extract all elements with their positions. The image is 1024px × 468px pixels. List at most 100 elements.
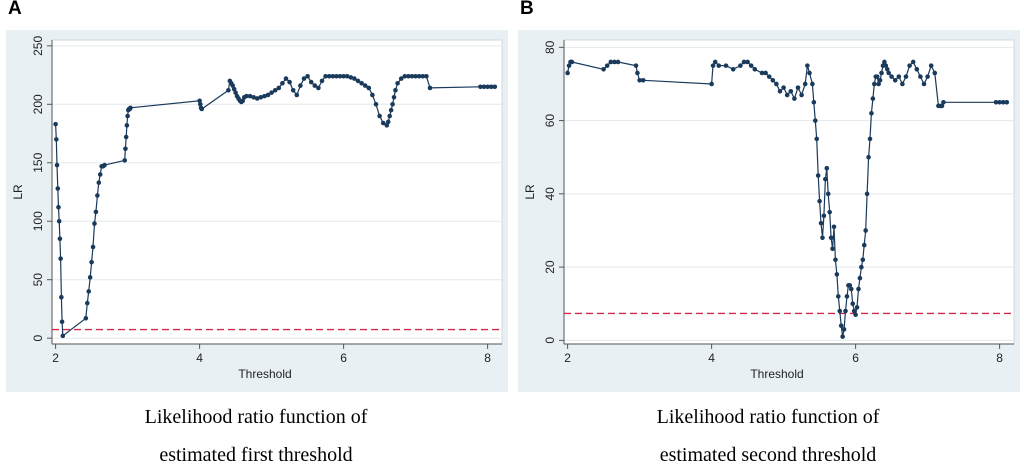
lr-data-point (124, 123, 130, 128)
lr-data-point (907, 63, 912, 68)
lr-data-point (900, 81, 905, 87)
plot-area (51, 39, 503, 345)
lr-data-point (57, 236, 63, 242)
lr-data-point (910, 59, 916, 65)
lr-data-point (604, 63, 610, 68)
lr-data-point (254, 96, 260, 101)
lr-data-point (788, 88, 794, 94)
caption-b-line1: Likelihood ratio function of (656, 406, 880, 428)
lr-data-point (54, 162, 60, 168)
lr-data-point (831, 224, 837, 230)
lr-data-point (864, 191, 870, 197)
lr-data-point (56, 218, 62, 224)
lr-data-point (341, 73, 346, 79)
lr-data-point (851, 308, 857, 314)
lr-data-point (828, 235, 834, 241)
y-tick-label: 250 (31, 36, 45, 56)
lr-data-point (308, 79, 314, 85)
lr-data-point (601, 67, 606, 72)
lr-data-point (380, 120, 386, 126)
lr-data-point (777, 88, 783, 94)
lr-data-point (637, 77, 642, 83)
lr-data-point (866, 154, 871, 160)
lr-data-point (883, 63, 889, 68)
lr-data-point (861, 242, 867, 248)
lr-data-point (712, 59, 718, 65)
lr-data-point (128, 105, 133, 111)
lr-data-point (836, 294, 841, 299)
lr-data-point (633, 63, 639, 68)
lr-data-point (294, 92, 300, 98)
x-tick-label: 2 (52, 351, 59, 365)
lr-data-point (53, 121, 58, 127)
lr-data-point (1000, 99, 1006, 105)
lr-data-point (89, 259, 94, 265)
lr-data-point (886, 70, 892, 76)
lr-data-point (860, 257, 866, 263)
lr-data-point (312, 83, 318, 88)
lr-data-point (941, 99, 946, 105)
lr-data-point (1004, 99, 1010, 105)
lr-data-point (247, 93, 253, 99)
y-tick-label: 0 (31, 334, 45, 341)
lr-data-point (102, 162, 107, 168)
x-tick-label: 2 (564, 351, 571, 365)
lr-data-point (240, 98, 246, 104)
x-tick-label: 6 (340, 351, 347, 365)
lr-data-point (330, 73, 336, 79)
y-tick-label: 40 (543, 187, 557, 201)
lr-data-point (359, 80, 364, 86)
lr-data-point (784, 92, 790, 98)
lr-data-point (741, 59, 747, 65)
lr-data-point (231, 86, 237, 92)
lr-data-point (802, 81, 808, 87)
lr-data-point (244, 93, 249, 99)
lr-data-point (93, 209, 99, 215)
lr-data-point (837, 308, 843, 314)
lr-chart-a: 0 50 100 150 200 250 2 4 6 8 Threshold LR (6, 30, 508, 392)
lr-data-point (838, 323, 844, 328)
lr-data-point (759, 70, 765, 76)
lr-data-point (745, 59, 750, 65)
lr-data-point (251, 94, 256, 100)
lr-data-point (409, 73, 415, 79)
lr-data-point (60, 333, 66, 339)
lr-data-point (337, 73, 343, 79)
lr-data-point (92, 221, 97, 226)
lr-data-point (373, 102, 379, 107)
lr-data-point (723, 63, 729, 68)
lr-data-point (95, 193, 100, 198)
lr-data-point (233, 90, 238, 95)
lr-data-point (492, 84, 498, 90)
lr-data-point (805, 63, 810, 68)
lr-data-point (921, 81, 927, 87)
lr-data-point (355, 78, 361, 84)
y-tick-label: 0 (543, 337, 557, 344)
caption-a-line2: estimated first threshold (159, 444, 353, 466)
lr-data-point (848, 286, 854, 292)
lr-data-point (97, 172, 103, 177)
lr-data-point (319, 78, 325, 84)
lr-data-point (854, 305, 860, 310)
panel-a: 0 50 100 150 200 250 2 4 6 8 Threshold LR A Likelih… (6, 0, 508, 466)
lr-data-point (58, 256, 63, 261)
lr-data-point (87, 275, 93, 280)
lr-data-point (387, 113, 392, 119)
lr-data-point (377, 113, 382, 119)
panel-label-b: B (520, 0, 534, 19)
y-tick-label: 100 (31, 211, 45, 231)
lr-data-point (870, 96, 876, 101)
x-tick-label: 4 (196, 351, 203, 365)
lr-data-point (818, 220, 824, 226)
x-tick-label: 8 (996, 351, 1003, 365)
lr-data-point (287, 79, 292, 85)
lr-data-point (997, 99, 1002, 105)
lr-data-point (928, 63, 934, 68)
lr-data-point (859, 264, 864, 270)
lr-data-point (569, 59, 575, 65)
lr-data-point (197, 98, 202, 104)
lr-data-point (823, 176, 828, 182)
lr-data-point (877, 77, 883, 83)
plot-area (563, 39, 1015, 345)
lr-data-point (774, 81, 779, 87)
